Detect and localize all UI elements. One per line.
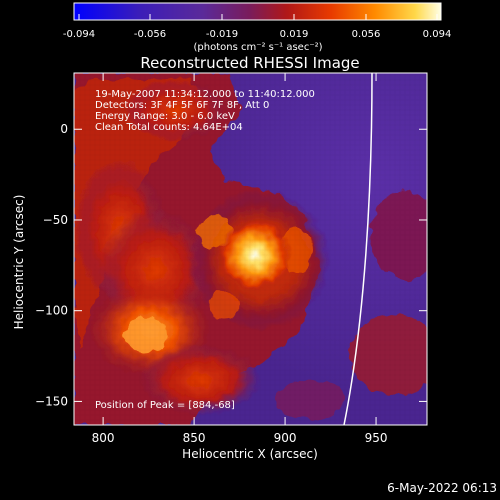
footer-timestamp: 6-May-2022 06:13 (387, 481, 497, 495)
annotation-energy-range: Energy Range: 3.0 - 6.0 keV (95, 111, 235, 122)
x-tick-label: 850 (183, 431, 206, 445)
solar-limb-line (343, 73, 373, 425)
x-tick-label: 950 (365, 431, 388, 445)
chart-title: Reconstructed RHESSI Image (140, 54, 359, 72)
colorbar-tick-label: 0.056 (352, 29, 381, 40)
annotation-time-range: 19-May-2007 11:34:12.000 to 11:40:12.000 (95, 89, 315, 100)
annotation-detectors: Detectors: 3F 4F 5F 6F 7F 8F, Att 0 (95, 100, 269, 111)
y-tick-label: −150 (35, 394, 68, 408)
y-axis-ticks (74, 128, 427, 402)
colorbar-tick-label: -0.094 (63, 29, 95, 40)
plot-frame (73, 72, 428, 426)
annotation-total-counts: Clean Total counts: 4.64E+04 (95, 122, 243, 133)
x-tick-label: 800 (92, 431, 115, 445)
y-tick-label: −50 (43, 213, 68, 227)
y-axis-label: Heliocentric Y (arcsec) (12, 195, 26, 330)
colorbar-tick-label: -0.019 (206, 29, 238, 40)
colorbar-tick-label: -0.056 (134, 29, 166, 40)
colorbar-tick-label: 0.019 (280, 29, 309, 40)
x-axis-tick-labels: 800 850 900 950 (92, 431, 388, 445)
x-tick-label: 900 (274, 431, 297, 445)
y-tick-label: −100 (35, 304, 68, 318)
x-axis-label: Heliocentric X (arcsec) (182, 447, 318, 461)
heatmap-image (74, 73, 427, 425)
colorbar-tick-label: 0.094 (423, 29, 452, 40)
x-axis-ticks (102, 73, 377, 425)
colorbar: -0.094 -0.056 -0.019 0.019 0.056 0.094 (… (63, 2, 452, 53)
colorbar-gradient (73, 2, 442, 21)
colorbar-unit-label: (photons cm⁻² s⁻¹ asec⁻²) (193, 42, 322, 53)
y-axis-tick-labels: 0 −50 −100 −150 (35, 122, 68, 408)
annotation-peak-position: Position of Peak = [884,-68] (95, 400, 235, 411)
colorbar-ticks (78, 14, 438, 20)
y-tick-label: 0 (60, 122, 68, 136)
